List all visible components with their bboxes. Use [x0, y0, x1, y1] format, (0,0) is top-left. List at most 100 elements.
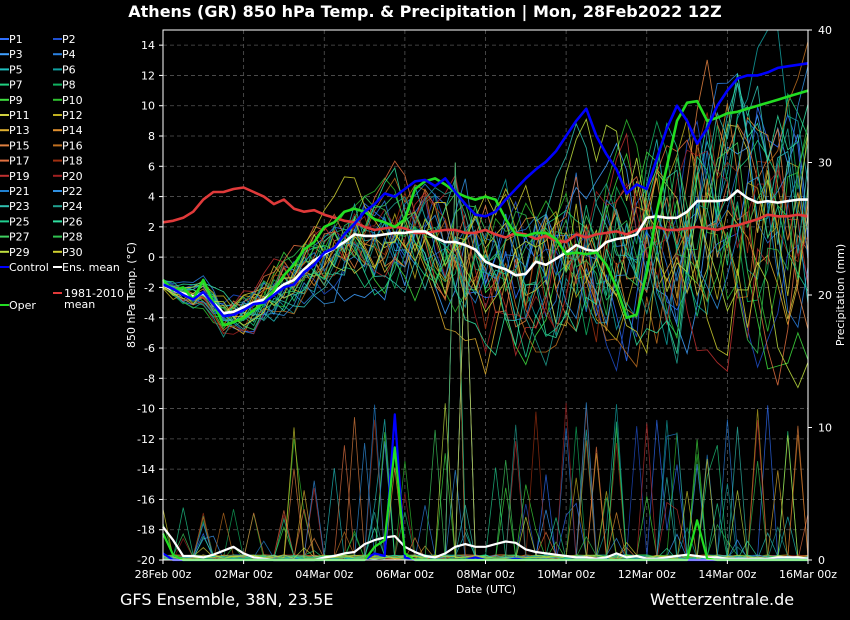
legend-label: P23 [9, 200, 30, 213]
member-temp-line [162, 119, 809, 325]
x-tick-label: 14Mar 00z [698, 568, 756, 581]
y-tick-label: -4 [144, 312, 155, 325]
legend-item-ens-mean: Ens. mean [53, 261, 120, 274]
y-tick-label: 2 [148, 221, 155, 234]
legend-item-p16: P16 [53, 139, 83, 152]
legend-label: P28 [62, 231, 83, 244]
legend-label: P14 [62, 124, 83, 137]
y-tick-label: -12 [137, 433, 155, 446]
legend-item-p27: P27 [0, 231, 30, 244]
legend-item-p10: P10 [53, 94, 83, 107]
y2-axis-label: Precipitation (mm) [834, 244, 847, 346]
x-tick-label: 12Mar 00z [618, 568, 676, 581]
legend-item-p29: P29 [0, 246, 30, 259]
legend-item-p9: P9 [0, 94, 23, 107]
legend-item-p24: P24 [53, 200, 83, 213]
legend-label: P13 [9, 124, 30, 137]
legend-label: Oper [9, 299, 36, 312]
y-tick-label: -8 [144, 372, 155, 385]
legend-label: 1981-2010 [64, 287, 124, 300]
y-tick-label: -20 [137, 554, 155, 567]
legend-label: P17 [9, 155, 30, 168]
y-tick-label: -14 [137, 463, 155, 476]
axes: -20-18-16-14-12-10-8-6-4-202468101214010… [125, 24, 847, 596]
x-tick-label: 10Mar 00z [537, 568, 595, 581]
legend-item-p25: P25 [0, 215, 30, 228]
legend-item-p17: P17 [0, 155, 30, 168]
y-tick-label: 8 [148, 130, 155, 143]
y-tick-label: 14 [141, 39, 155, 52]
legend-item-p19: P19 [0, 170, 30, 183]
legend-item-p15: P15 [0, 139, 30, 152]
legend-item-p28: P28 [53, 231, 83, 244]
legend-label: P10 [62, 94, 83, 107]
legend-label: P30 [62, 246, 83, 259]
x-tick-label: 06Mar 00z [376, 568, 434, 581]
y2-tick-label: 30 [818, 157, 832, 170]
legend-label: P15 [9, 139, 30, 152]
legend-item-control: Control [0, 261, 49, 274]
legend-item-p11: P11 [0, 109, 30, 122]
legend-label: mean [64, 298, 95, 311]
member-temp-line [162, 73, 809, 357]
climate-mean-line [162, 186, 809, 244]
legend-label: P25 [9, 215, 30, 228]
y-tick-label: 6 [148, 160, 155, 173]
x-axis-label: Date (UTC) [456, 583, 516, 596]
y-tick-label: 12 [141, 69, 155, 82]
legend-item-p3: P3 [0, 48, 23, 61]
x-tick-label: 08Mar 00z [456, 568, 514, 581]
legend-label: P1 [9, 33, 23, 46]
legend-label: P24 [62, 200, 83, 213]
legend-label: P20 [62, 170, 83, 183]
legend-label: P9 [9, 94, 23, 107]
y-tick-label: -16 [137, 493, 155, 506]
member-temp-line [162, 65, 809, 326]
oper-temp-line [162, 89, 809, 327]
legend-label: Ens. mean [62, 261, 120, 274]
y-tick-label: -10 [137, 403, 155, 416]
legend: P1 P2 P3 P4 P5 P6 P7 P8 P9 P10 P11 P12 P13 P14 P15 P16 P… [0, 33, 124, 312]
y-tick-label: -18 [137, 524, 155, 537]
legend-item-p1: P1 [0, 33, 23, 46]
x-tick-label: 02Mar 00z [215, 568, 273, 581]
control-temp-line [162, 62, 809, 318]
legend-item-p2: P2 [53, 33, 76, 46]
x-tick-label: 16Mar 00z [779, 568, 837, 581]
member-temp-line [162, 105, 809, 358]
legend-item-p18: P18 [53, 155, 83, 168]
legend-label: P3 [9, 48, 23, 61]
y2-tick-label: 0 [818, 554, 825, 567]
x-tick-label: 28Feb 00z [135, 568, 192, 581]
legend-item-p12: P12 [53, 109, 83, 122]
legend-item-p30: P30 [53, 246, 83, 259]
chart-title: Athens (GR) 850 hPa Temp. & Precipitatio… [128, 2, 722, 21]
member-temp-line [162, 139, 809, 386]
legend-label: P26 [62, 215, 83, 228]
legend-label: P22 [62, 185, 83, 198]
source-label: Wetterzentrale.de [650, 590, 795, 609]
y2-tick-label: 40 [818, 24, 832, 37]
legend-label: P7 [9, 79, 23, 92]
legend-label: P27 [9, 231, 30, 244]
legend-item-p22: P22 [53, 185, 83, 198]
y-tick-label: 10 [141, 100, 155, 113]
legend-label: P12 [62, 109, 83, 122]
y-axis-label: 850 hPa Temp. (°C) [125, 242, 138, 348]
legend-item-oper: Oper [0, 299, 36, 312]
y-tick-label: 4 [148, 191, 155, 204]
legend-item-p14: P14 [53, 124, 83, 137]
legend-label: P4 [62, 48, 76, 61]
legend-item-p8: P8 [53, 79, 76, 92]
legend-label: Control [9, 261, 49, 274]
legend-item-p7: P7 [0, 79, 23, 92]
legend-item-p21: P21 [0, 185, 30, 198]
legend-item-p6: P6 [53, 63, 76, 76]
model-info: GFS Ensemble, 38N, 23.5E [120, 590, 334, 609]
member-temp-line [162, 132, 809, 357]
member-temp-line [162, 132, 809, 373]
y2-tick-label: 20 [818, 289, 832, 302]
legend-label: P6 [62, 63, 76, 76]
